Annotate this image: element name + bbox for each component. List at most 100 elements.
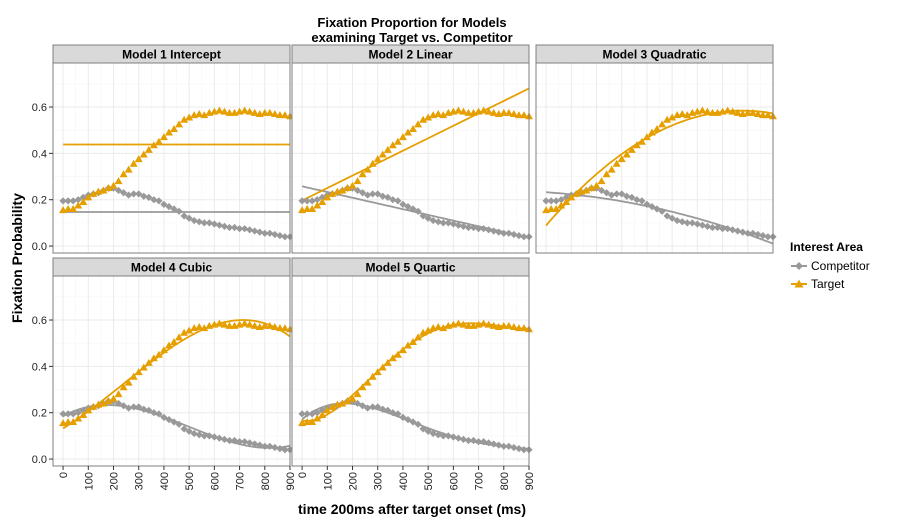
competitor-point [251, 440, 259, 448]
competitor-point [429, 429, 437, 438]
target-point [119, 170, 128, 178]
target-point [519, 324, 528, 332]
x-tick-label: 100 [83, 472, 95, 490]
competitor-point [409, 205, 417, 213]
competitor-point [266, 442, 274, 450]
competitor-point [429, 216, 437, 225]
competitor-point [389, 196, 397, 204]
competitor-point [185, 214, 193, 222]
target-point [484, 320, 493, 328]
competitor-point [119, 189, 128, 197]
competitor-point [520, 233, 528, 241]
target-point [378, 150, 387, 158]
x-tick-label: 300 [373, 472, 385, 490]
competitor-point [215, 221, 224, 229]
target-point [403, 341, 412, 349]
legend-marker-competitor [795, 262, 803, 270]
fit-line-target [301, 87, 530, 202]
competitor-point [130, 190, 138, 198]
target-point [668, 113, 677, 121]
target-point [215, 106, 224, 114]
panel-border [291, 62, 530, 254]
target-point [134, 368, 143, 376]
target-point [409, 338, 418, 346]
y-tick-label: 0.0 [32, 454, 47, 466]
target-point [567, 193, 576, 201]
legend: Interest Area Competitor Target [790, 240, 870, 291]
target-point [758, 111, 767, 119]
target-point [378, 363, 387, 371]
competitor-point [547, 197, 555, 205]
target-point [74, 201, 83, 209]
competitor-point [298, 410, 306, 418]
competitor-point [358, 402, 367, 410]
competitor-point [374, 190, 382, 198]
competitor-point [210, 220, 218, 228]
competitor-point [190, 216, 198, 225]
facet-panel-2: Model 2 Linear [291, 44, 533, 254]
competitor-point [424, 427, 432, 435]
competitor-point [369, 190, 377, 198]
competitor-point [281, 446, 289, 454]
target-point [149, 354, 158, 362]
competitor-point [693, 220, 701, 228]
target-point [270, 109, 279, 117]
competitor-point [195, 218, 203, 226]
x-tick-label: 500 [423, 472, 435, 490]
target-point [363, 165, 372, 173]
target-point [195, 322, 204, 330]
target-point [388, 354, 397, 362]
competitor-point [414, 207, 422, 215]
competitor-point [394, 197, 402, 205]
competitor-point [364, 404, 372, 412]
competitor-point [276, 445, 284, 453]
facet-strip-label: Model 2 Linear [368, 48, 452, 62]
competitor-point [744, 229, 752, 237]
target-point [489, 108, 498, 116]
competitor-point [225, 223, 234, 232]
target-point [464, 321, 473, 329]
target-point [308, 204, 317, 212]
target-point [683, 111, 692, 119]
x-tick-label: 700 [474, 472, 486, 490]
competitor-point [602, 189, 611, 197]
target-point [129, 372, 138, 380]
target-point [708, 108, 717, 116]
competitor-point [394, 410, 402, 418]
target-point [159, 346, 168, 354]
x-tick-label: 800 [499, 472, 511, 490]
target-point [343, 397, 352, 405]
x-tick-label: 0 [297, 472, 309, 478]
competitor-point [597, 186, 606, 195]
target-point [348, 394, 357, 402]
competitor-point [749, 229, 757, 237]
competitor-point [318, 193, 326, 201]
competitor-point [220, 435, 229, 443]
competitor-point [562, 193, 570, 201]
competitor-point [125, 191, 133, 199]
competitor-point [313, 409, 321, 417]
competitor-point [246, 226, 254, 234]
target-point [164, 341, 173, 349]
competitor-point [59, 410, 67, 418]
target-point [79, 411, 88, 419]
panel-border [52, 275, 291, 467]
competitor-point [500, 442, 508, 450]
y-tick-label: 0.6 [32, 315, 47, 327]
target-point [175, 120, 184, 128]
competitor-point [557, 196, 565, 204]
competitor-point [404, 203, 412, 211]
competitor-point [298, 197, 306, 205]
competitor-point [399, 413, 407, 421]
target-point [358, 383, 367, 391]
chart-title-line2: examining Target vs. Competitor [311, 30, 512, 45]
competitor-point [251, 227, 259, 235]
target-point [363, 378, 372, 386]
target-point [419, 328, 428, 336]
target-point [353, 177, 362, 185]
competitor-point [353, 399, 362, 408]
x-tick-label: 0 [58, 472, 70, 478]
competitor-point [261, 229, 269, 237]
competitor-point [358, 189, 367, 197]
target-point [89, 402, 98, 410]
